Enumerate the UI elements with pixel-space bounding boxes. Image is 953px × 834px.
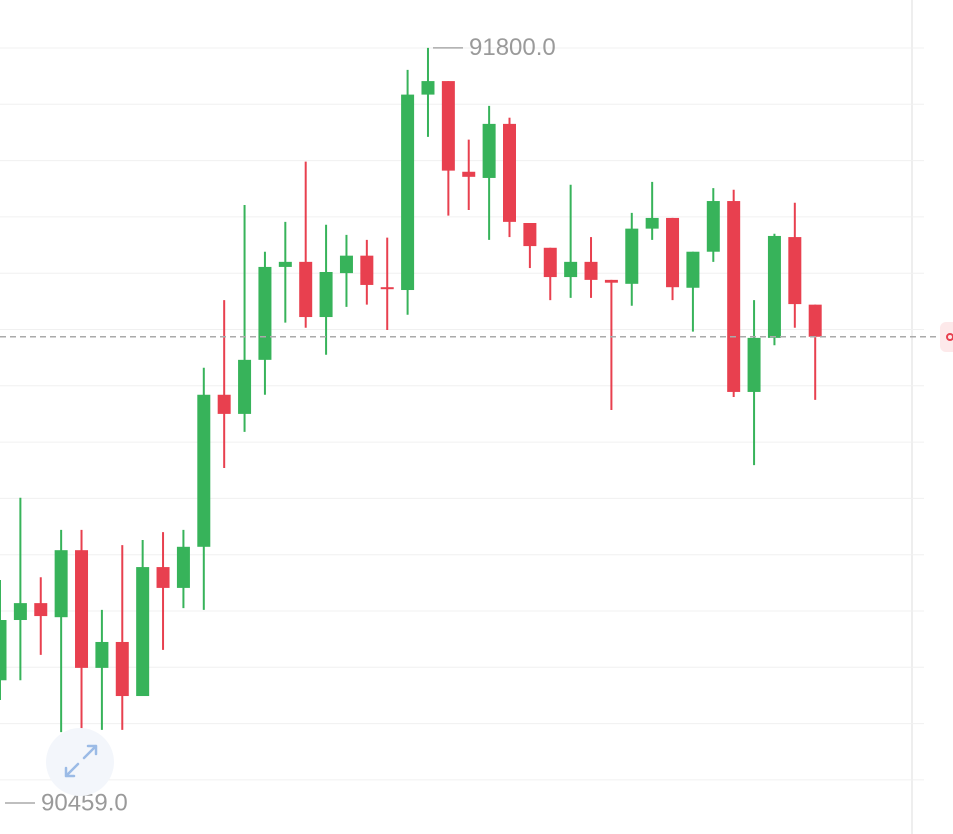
candle-body bbox=[503, 123, 516, 222]
candle-body bbox=[75, 550, 89, 668]
candle-body bbox=[808, 304, 822, 337]
candle-body bbox=[299, 261, 313, 318]
candle-body bbox=[523, 223, 537, 247]
annotation-label: 91800.0 bbox=[469, 34, 556, 61]
candle-body bbox=[176, 546, 190, 588]
candle-body bbox=[34, 603, 48, 617]
candle-body bbox=[666, 217, 680, 288]
candle-body bbox=[54, 550, 68, 618]
candle-body bbox=[706, 201, 720, 252]
candle-body bbox=[13, 603, 27, 621]
candle-body bbox=[625, 228, 639, 284]
candle-body bbox=[421, 81, 435, 95]
candle-body bbox=[482, 123, 496, 178]
candle-body bbox=[339, 255, 353, 274]
candle-body bbox=[380, 287, 394, 290]
candle-body bbox=[115, 641, 129, 697]
candle-body bbox=[727, 201, 741, 392]
candle-body bbox=[747, 337, 761, 392]
candle-body bbox=[604, 279, 618, 283]
candle-body bbox=[0, 620, 7, 681]
expand-icon[interactable] bbox=[64, 744, 98, 778]
candle-body bbox=[788, 237, 802, 305]
candle-body bbox=[441, 81, 455, 171]
candle-body bbox=[360, 255, 374, 285]
candle-body bbox=[401, 94, 415, 291]
candle-body bbox=[584, 261, 598, 280]
candle-body bbox=[686, 251, 700, 288]
candle-body bbox=[136, 567, 150, 697]
candle-body bbox=[767, 235, 781, 338]
candle-body bbox=[217, 394, 231, 414]
candle-body bbox=[564, 261, 578, 278]
price-tag-dot bbox=[946, 333, 953, 341]
candle-body bbox=[258, 266, 272, 360]
candle-body bbox=[238, 359, 252, 414]
candle-body bbox=[462, 171, 476, 177]
candle-body bbox=[319, 271, 333, 318]
expand-button-bg[interactable] bbox=[46, 728, 114, 796]
candle-body bbox=[543, 247, 557, 278]
candle-body bbox=[645, 217, 659, 229]
candle-body bbox=[278, 261, 292, 267]
candle-body bbox=[156, 567, 170, 588]
candle-body bbox=[197, 394, 211, 547]
candle-body bbox=[95, 641, 109, 668]
